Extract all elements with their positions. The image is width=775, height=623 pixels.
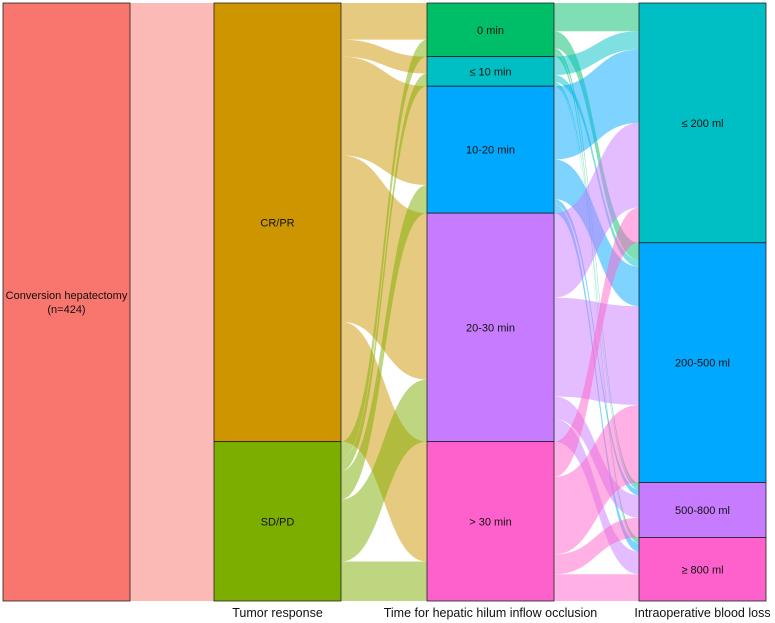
node-800-ml [638, 537, 767, 602]
nodes-layer: Conversion hepatectomy (n=424) CR/PR SD/PD 0… [2, 2, 767, 602]
flow-sdpd-to-t0 [341, 39, 427, 459]
flow-t0-to-b500 [554, 31, 639, 260]
flow-t10-to-b800 [554, 81, 639, 490]
flow-sdpd-to-t1020 [341, 184, 427, 500]
flow-t30-to-b200 [554, 207, 639, 477]
node-label-sd-pd: SD/PD [261, 516, 295, 528]
node-label-200-500-ml: 200-500 ml [675, 358, 730, 370]
node-sublabel-conversion-hepatectomy: (n=424) [47, 304, 85, 316]
node-label-30-min: > 30 min [469, 516, 512, 528]
node-label-500-800-ml: 500-800 ml [675, 505, 730, 517]
node-10-20-min [426, 85, 555, 214]
node-conversion-hepatectomy [2, 2, 131, 602]
node-label-0-min: 0 min [477, 25, 504, 37]
flow-sdpd-to-t30 [341, 561, 427, 601]
node-sd-pd [213, 441, 342, 602]
node-20-30-min [426, 212, 555, 443]
flow-t0-to-b200 [554, 3, 639, 32]
node-cr-pr [213, 2, 342, 443]
flow-sdpd-to-t10 [341, 73, 427, 472]
flow-t30-to-b500 [554, 404, 639, 555]
flow-t30-to-b800 [554, 517, 639, 575]
flow-t10-to-b200 [554, 31, 639, 75]
axis-label-intraoperative-blood-loss: Intraoperative blood loss [634, 606, 770, 620]
node-10-min [426, 56, 555, 87]
node-label-800-ml: ≥ 800 ml [681, 564, 723, 576]
node-200-ml [638, 2, 767, 244]
axis-label-tumor-response: Tumor response [232, 606, 323, 620]
node-label-20-30-min: 20-30 min [466, 322, 515, 334]
flows-layer [130, 3, 639, 601]
node-label-10-min: ≤ 10 min [469, 66, 511, 78]
flow-t1020-to-b200 [554, 49, 639, 160]
flow-t30-to-b800p [554, 574, 639, 601]
node-30-min [426, 441, 555, 602]
node-label-conversion-hepatectomy: Conversion hepatectomy [6, 290, 128, 302]
node-500-800-ml [638, 482, 767, 538]
flow-crpr-to-t0 [341, 3, 427, 40]
node-0-min [426, 2, 555, 57]
flow-conv-to-sdpd [130, 441, 214, 601]
flow-conv-to-crpr [130, 3, 214, 442]
flow-t2030-to-b200 [554, 122, 639, 298]
node-label-200-ml: ≤ 200 ml [681, 118, 723, 130]
node-label-10-20-min: 10-20 min [466, 145, 515, 157]
flow-sdpd-to-t2030 [341, 379, 427, 562]
flow-t0-to-b800 [554, 48, 639, 487]
axis-labels: Tumor response Time for hepatic hilum inf… [232, 606, 770, 620]
axis-label-time-for-hepatic-hilum-inflow-occlusion: Time for hepatic hilum inflow occlusion [384, 606, 598, 620]
flow-t0-to-b800p [554, 52, 639, 542]
node-label-cr-pr: CR/PR [260, 217, 294, 229]
node-200-500-ml [638, 242, 767, 483]
flow-crpr-to-t10 [341, 39, 427, 74]
